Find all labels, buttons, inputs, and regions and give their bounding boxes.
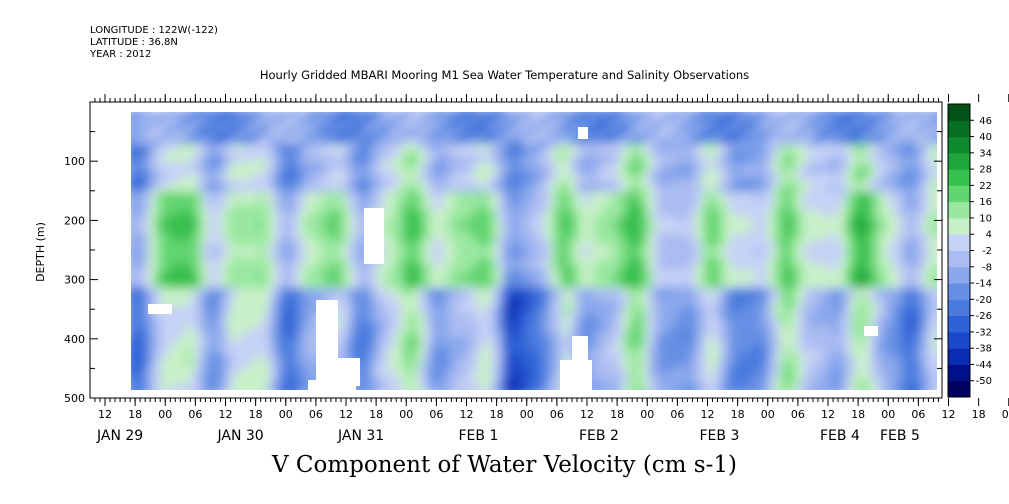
x-hour-tick-label: 12 <box>821 408 835 421</box>
colorbar-swatch <box>948 380 970 398</box>
y-tick-label: 200 <box>64 214 85 227</box>
latitude-label: LATITUDE : 36.8N <box>90 37 178 48</box>
x-hour-tick-label: 00 <box>279 408 293 421</box>
x-hour-tick-label: 06 <box>429 408 443 421</box>
year-label: YEAR : 2012 <box>90 49 152 60</box>
colorbar-label: 34 <box>979 148 992 159</box>
x-hour-tick-label: 00 <box>640 408 654 421</box>
colorbar-label: 22 <box>979 181 992 192</box>
colorbar-label: -2 <box>982 246 992 257</box>
colorbar-swatch <box>948 364 970 382</box>
colorbar-swatch <box>948 120 970 138</box>
x-hour-tick-label: 18 <box>972 408 986 421</box>
colorbar-label: -38 <box>976 344 992 355</box>
colorbar-swatch <box>948 169 970 186</box>
x-hour-tick-label: 18 <box>128 408 142 421</box>
x-day-label: FEB 2 <box>579 428 619 444</box>
colorbar-label: 16 <box>979 197 992 208</box>
x-hour-tick-label: 06 <box>188 408 202 421</box>
colorbar-swatch <box>948 201 970 219</box>
x-hour-tick-label: 00 <box>881 408 895 421</box>
x-hour-tick-label: 00 <box>158 408 172 421</box>
x-hour-tick-label: 00 <box>1002 408 1009 421</box>
colorbar-swatch <box>948 152 970 170</box>
y-tick-label: 500 <box>64 392 85 405</box>
x-hour-tick-label: 12 <box>98 408 112 421</box>
x-hour-tick-label: 06 <box>309 408 323 421</box>
x-hour-tick-label: 12 <box>701 408 715 421</box>
colorbar-swatch <box>948 185 970 203</box>
colorbar-swatch <box>948 299 970 317</box>
chart-title: Hourly Gridded MBARI Mooring M1 Sea Wate… <box>259 68 750 82</box>
x-hour-tick-label: 18 <box>851 408 865 421</box>
x-day-label: FEB 3 <box>700 428 740 444</box>
colorbar-swatch <box>948 283 970 300</box>
colorbar-label: -20 <box>976 295 992 306</box>
colorbar-label: 40 <box>979 132 992 143</box>
y-tick-label: 400 <box>64 333 85 346</box>
x-hour-tick-label: 18 <box>731 408 745 421</box>
y-axis-label: DEPTH (m) <box>34 222 47 282</box>
x-hour-tick-label: 18 <box>369 408 383 421</box>
x-day-label: JAN 29 <box>96 428 143 444</box>
colorbar-label: 4 <box>986 230 992 241</box>
colorbar-swatch <box>948 136 970 154</box>
colorbar-label: -50 <box>976 376 992 387</box>
longitude-label: LONGITUDE : 122W(-122) <box>90 25 218 36</box>
colorbar-swatch <box>948 104 970 121</box>
x-hour-tick-label: 18 <box>249 408 263 421</box>
x-hour-tick-label: 06 <box>670 408 684 421</box>
variable-label: V Component of Water Velocity (cm s-1) <box>272 452 737 478</box>
colorbar: 46 40 34 28 22 16 10 4 -2 -8 -14 -20 -26 -32 -38 -44 -50 <box>947 103 992 398</box>
colorbar-label: -14 <box>976 279 992 290</box>
x-hour-tick-label: 06 <box>911 408 925 421</box>
x-day-label: FEB 5 <box>880 428 920 444</box>
x-hour-tick-label: 06 <box>791 408 805 421</box>
colorbar-label: -44 <box>976 360 992 371</box>
colorbar-label: -26 <box>976 311 992 322</box>
colorbar-swatch <box>948 266 970 284</box>
x-day-label: FEB 1 <box>459 428 499 444</box>
x-hour-tick-label: 00 <box>761 408 775 421</box>
x-day-label: JAN 30 <box>217 428 264 444</box>
colorbar-label: -8 <box>982 262 992 273</box>
colorbar-label: 46 <box>979 116 992 127</box>
x-hour-tick-label: 18 <box>490 408 504 421</box>
x-hour-tick-label: 12 <box>339 408 353 421</box>
colorbar-swatch <box>948 234 970 251</box>
colorbar-swatch <box>948 217 970 235</box>
x-hour-tick-label: 00 <box>520 408 534 421</box>
velocity-field <box>130 112 937 390</box>
x-day-label: JAN 31 <box>337 428 384 444</box>
colorbar-swatch <box>948 250 970 268</box>
x-hour-tick-label: 12 <box>580 408 594 421</box>
y-tick-label: 100 <box>64 155 85 168</box>
x-day-label: FEB 4 <box>820 428 860 444</box>
colorbar-label: -32 <box>976 327 992 338</box>
x-hour-tick-label: 12 <box>942 408 956 421</box>
x-hour-tick-label: 00 <box>399 408 413 421</box>
y-tick-label: 300 <box>64 274 85 287</box>
x-hour-tick-label: 06 <box>550 408 564 421</box>
colorbar-label: 10 <box>979 213 992 224</box>
colorbar-swatch <box>948 331 970 349</box>
x-hour-tick-label: 12 <box>460 408 474 421</box>
x-hour-tick-label: 18 <box>610 408 624 421</box>
colorbar-swatch <box>948 348 970 365</box>
colorbar-swatch <box>948 315 970 333</box>
colorbar-label: 28 <box>979 165 992 176</box>
x-hour-tick-label: 12 <box>219 408 233 421</box>
